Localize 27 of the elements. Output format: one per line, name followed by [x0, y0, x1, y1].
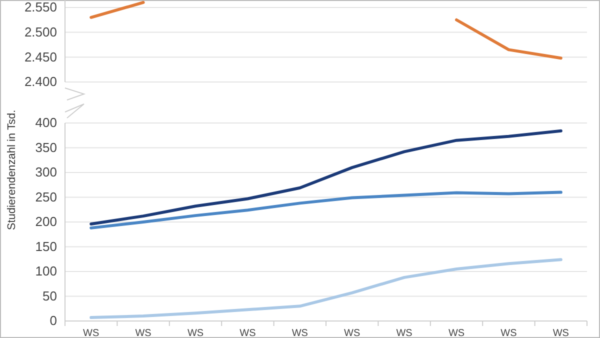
y-tick-label: 2.500: [24, 24, 57, 40]
x-tick-label: WS: [83, 328, 100, 338]
x-tick-label: WS: [396, 328, 413, 338]
x-tick-label: WS: [292, 328, 308, 338]
y-tick-label: 2.400: [24, 74, 57, 90]
y-tick-label: 400: [35, 115, 57, 130]
y-tick-label: 0: [50, 313, 57, 328]
y-tick-label: 250: [35, 189, 57, 204]
y-tick-label: 50: [42, 288, 57, 304]
x-tick-label: WS: [187, 328, 204, 338]
x-tick-label: WS: [552, 328, 570, 338]
x-tick-label: WS: [448, 328, 465, 338]
y-tick-label: 200: [35, 214, 57, 230]
x-tick-label: WS: [500, 328, 518, 338]
y-tick-label: 2.550: [24, 0, 57, 15]
x-tick-label: WS: [135, 328, 152, 338]
y-tick-label: 350: [35, 140, 57, 155]
line-series: [90, 258, 562, 320]
y-tick-label: 300: [35, 164, 57, 180]
x-tick-label: WS: [240, 328, 256, 338]
y-tick-label: 2.450: [24, 49, 57, 64]
line-series: [90, 190, 562, 230]
x-tick-label: WS: [344, 328, 360, 338]
y-tick-label: 100: [35, 264, 57, 279]
y-axis-title: Studierendenzahl in Tsd.: [6, 110, 18, 230]
y-tick-label: 150: [35, 238, 57, 254]
line-series: [90, 129, 562, 226]
